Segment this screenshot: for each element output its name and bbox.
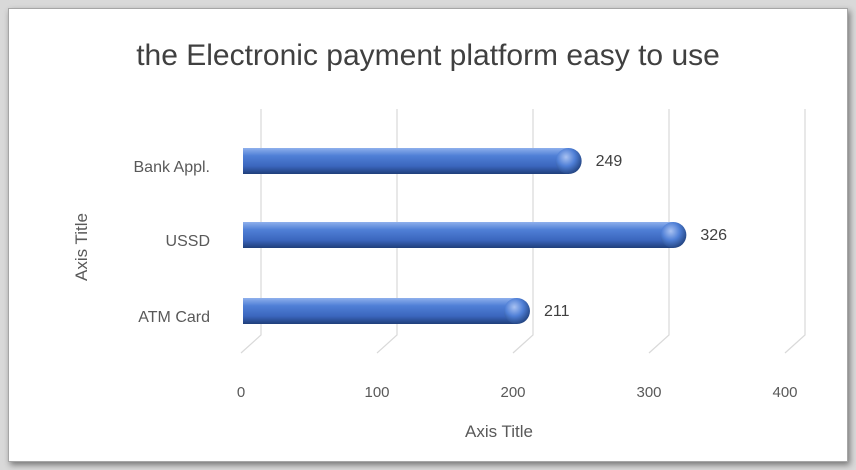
x-tick-label-400: 400 xyxy=(772,384,797,401)
gridline-0 xyxy=(240,109,262,354)
x-tick-label-0: 0 xyxy=(237,384,245,401)
category-label-bank-appl-: Bank Appl. xyxy=(134,159,211,176)
x-tick-label-200: 200 xyxy=(500,384,525,401)
gridline-100 xyxy=(376,109,398,354)
bar-cap-ussd xyxy=(660,222,687,248)
data-label-atm-card: 211 xyxy=(544,303,570,320)
x-axis-title: Axis Title xyxy=(465,422,533,441)
x-tick-label-300: 300 xyxy=(636,384,661,401)
gridline-300 xyxy=(648,109,670,354)
data-label-ussd: 326 xyxy=(700,227,727,244)
gridline-200 xyxy=(512,109,534,354)
chart-frame: the Electronic payment platform easy to … xyxy=(8,8,848,462)
category-label-atm-card: ATM Card xyxy=(138,309,210,326)
bar-bank-appl- xyxy=(243,148,569,174)
chart-title: the Electronic payment platform easy to … xyxy=(136,39,720,72)
bar-atm-card xyxy=(243,298,517,324)
y-axis-title: Axis Title xyxy=(72,213,91,281)
category-label-ussd: USSD xyxy=(166,233,210,250)
gridline-400 xyxy=(784,109,806,354)
bar-chart: 0 100 200 300 400 211 ATM Card 326 USSD 249 Bank A… xyxy=(72,109,806,441)
x-tick-label-100: 100 xyxy=(364,384,389,401)
bar-cap-bank-appl- xyxy=(555,148,582,174)
data-label-bank-appl-: 249 xyxy=(596,153,623,170)
bar-ussd xyxy=(243,222,674,248)
bar-cap-atm-card xyxy=(503,298,530,324)
